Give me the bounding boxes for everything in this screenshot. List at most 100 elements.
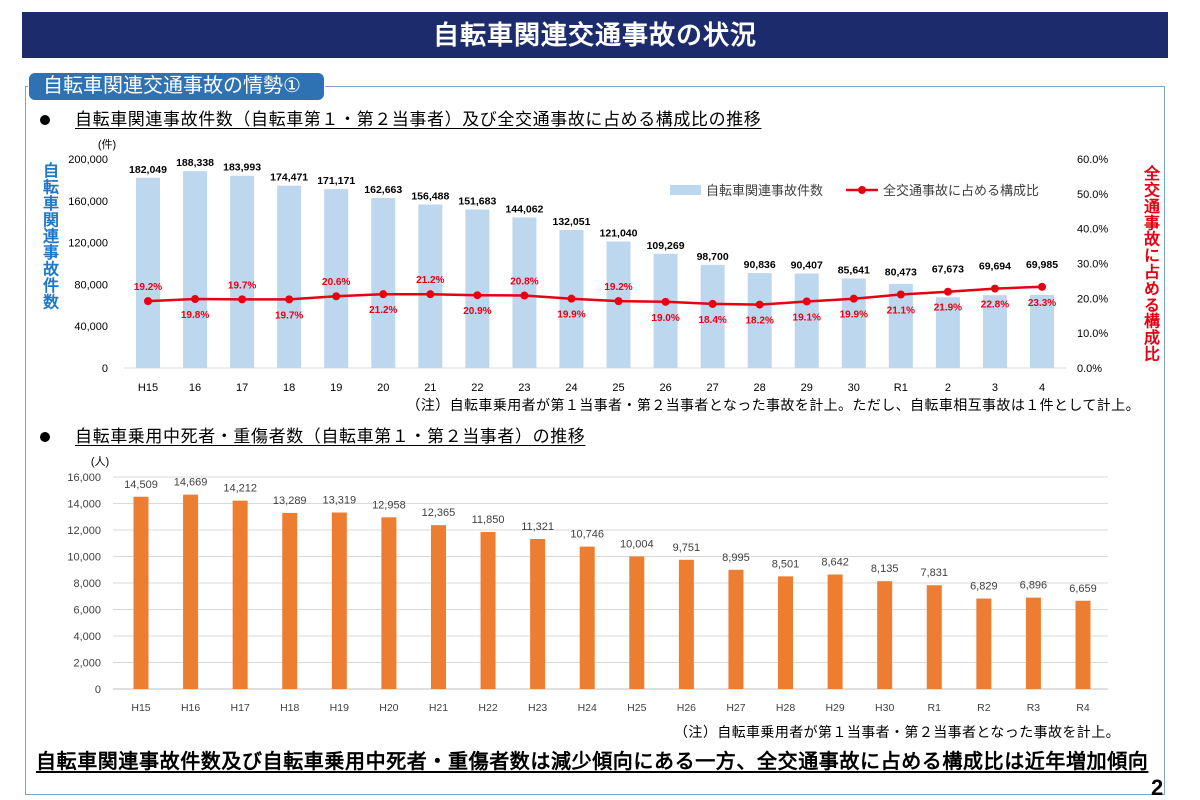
x-tick-label: H25 bbox=[627, 702, 646, 714]
ratio-value-label: 19.9% bbox=[840, 310, 868, 321]
x-tick-label: R1 bbox=[928, 702, 942, 714]
ratio-value-label: 21.1% bbox=[887, 306, 915, 317]
ratio-point bbox=[426, 290, 435, 299]
bar-value-label: 10,004 bbox=[620, 538, 654, 550]
y-tick-label: 16,000 bbox=[67, 472, 101, 484]
y-tick-label: 120,000 bbox=[68, 238, 108, 250]
x-tick-label: H20 bbox=[379, 702, 398, 714]
y-tick-label: 40,000 bbox=[74, 321, 108, 333]
bar-value-label: 11,321 bbox=[521, 521, 554, 533]
y-tick-label: 12,000 bbox=[67, 525, 101, 537]
chart2-casualties-chart: (人) 0 2,000 4,000 6,000 8,000 10,000 12,000 14,… bbox=[67, 455, 1108, 714]
legend-swatch-dot bbox=[858, 186, 866, 194]
page-title: 自転車関連交通事故の状況 bbox=[432, 20, 757, 50]
ratio-value-label: 19.2% bbox=[604, 282, 632, 293]
bar-value-label: 13,319 bbox=[322, 495, 356, 507]
x-tick-label: 17 bbox=[236, 382, 248, 394]
x-tick-label: 16 bbox=[189, 382, 201, 394]
bar bbox=[232, 500, 248, 689]
y-tick-label: 200,000 bbox=[68, 154, 108, 166]
bar-value-label: 144,062 bbox=[505, 203, 543, 215]
y-tick-label: 14,000 bbox=[67, 499, 101, 511]
x-tick-label: 3 bbox=[992, 382, 998, 394]
bar bbox=[230, 175, 255, 368]
bar-value-label: 80,473 bbox=[885, 267, 917, 279]
bar bbox=[877, 581, 893, 689]
section-tab: 自転車関連交通事故の情勢① bbox=[28, 72, 325, 101]
bar bbox=[976, 598, 992, 689]
bar-value-label: 7,831 bbox=[920, 567, 948, 579]
ratio-point bbox=[896, 290, 905, 299]
bar-value-label: 69,694 bbox=[979, 261, 1011, 273]
bar bbox=[678, 559, 694, 689]
ratio-value-label: 19.8% bbox=[181, 310, 209, 321]
header-bar: 自転車関連交通事故の状況 bbox=[22, 12, 1168, 58]
ratio-value-label: 20.8% bbox=[510, 277, 538, 288]
bar-value-label: 6,829 bbox=[970, 581, 998, 593]
bar bbox=[530, 538, 546, 689]
ratio-value-label: 19.1% bbox=[793, 312, 821, 323]
y2-tick-label: 0.0% bbox=[1077, 363, 1102, 375]
bar-value-label: 13,289 bbox=[273, 495, 307, 507]
bar-value-label: 151,683 bbox=[458, 195, 496, 207]
ratio-value-label: 19.2% bbox=[134, 282, 162, 293]
ratio-point bbox=[332, 292, 341, 301]
chart1-accidents-chart: (件) 自転車関連事故件数 全交通事故に占める構成比 0 40,000 80,000… bbox=[68, 138, 1108, 394]
bar bbox=[183, 494, 199, 689]
bar-value-label: 9,751 bbox=[673, 542, 701, 554]
bar-value-label: 188,338 bbox=[176, 157, 214, 169]
bar bbox=[480, 531, 496, 689]
x-tick-label: H29 bbox=[825, 702, 844, 714]
bar bbox=[183, 171, 208, 368]
ratio-point bbox=[379, 290, 388, 299]
x-tick-label: R1 bbox=[894, 382, 908, 394]
x-tick-label: H23 bbox=[528, 702, 547, 714]
bar-value-label: 121,040 bbox=[600, 228, 638, 240]
ratio-point bbox=[1038, 282, 1046, 291]
bar-value-label: 12,365 bbox=[422, 507, 456, 519]
bar bbox=[926, 585, 942, 689]
x-tick-label: 20 bbox=[377, 382, 389, 394]
ratio-point bbox=[473, 291, 482, 300]
x-tick-label: 29 bbox=[801, 382, 813, 394]
legend-label-accidents: 自転車関連事故件数 bbox=[706, 183, 823, 198]
x-tick-label: 18 bbox=[283, 382, 295, 394]
x-tick-label: R2 bbox=[977, 702, 991, 714]
y2-tick-label: 50.0% bbox=[1077, 189, 1108, 201]
x-tick-label: 30 bbox=[848, 382, 860, 394]
bar bbox=[418, 204, 443, 368]
bar bbox=[653, 253, 678, 368]
bar-value-label: 12,958 bbox=[372, 499, 406, 511]
ratio-value-label: 21.2% bbox=[416, 275, 444, 286]
y2-tick-label: 20.0% bbox=[1077, 293, 1108, 305]
chart2-plot: 0 2,000 4,000 6,000 8,000 10,000 12,000 14,000 1… bbox=[67, 472, 1108, 714]
ratio-value-label: 18.2% bbox=[746, 316, 774, 327]
x-tick-label: H27 bbox=[726, 702, 745, 714]
bar-value-label: 14,212 bbox=[223, 483, 257, 495]
ratio-point bbox=[285, 295, 294, 304]
bar bbox=[1025, 597, 1041, 689]
y-tick-label: 2,000 bbox=[73, 658, 101, 670]
y2-tick-label: 30.0% bbox=[1077, 259, 1108, 271]
y-tick-label: 0 bbox=[102, 363, 108, 375]
ratio-value-label: 19.9% bbox=[557, 310, 585, 321]
y-tick-label: 6,000 bbox=[73, 605, 101, 617]
y-axis-unit-label: (人) bbox=[91, 455, 109, 468]
chart1-plot: 0 40,000 80,000 120,000 160,000 200,000 0.0% 10… bbox=[68, 154, 1108, 394]
x-tick-label: H15 bbox=[131, 702, 150, 714]
x-tick-label: H16 bbox=[181, 702, 200, 714]
ratio-point bbox=[943, 287, 952, 296]
bar bbox=[133, 496, 149, 689]
bar-value-label: 8,135 bbox=[871, 563, 899, 575]
bar bbox=[629, 556, 645, 689]
bar bbox=[778, 576, 794, 689]
chart2-note: （注）自転車乗用者が第１当事者・第２当事者となった事故を計上。 bbox=[674, 724, 1120, 740]
y-tick-label: 160,000 bbox=[68, 196, 108, 208]
bar bbox=[700, 264, 725, 368]
bullet-icon bbox=[40, 432, 50, 442]
x-tick-label: 27 bbox=[707, 382, 719, 394]
bar bbox=[430, 525, 446, 689]
ratio-value-label: 18.4% bbox=[698, 315, 726, 326]
bar-value-label: 182,049 bbox=[129, 164, 167, 176]
